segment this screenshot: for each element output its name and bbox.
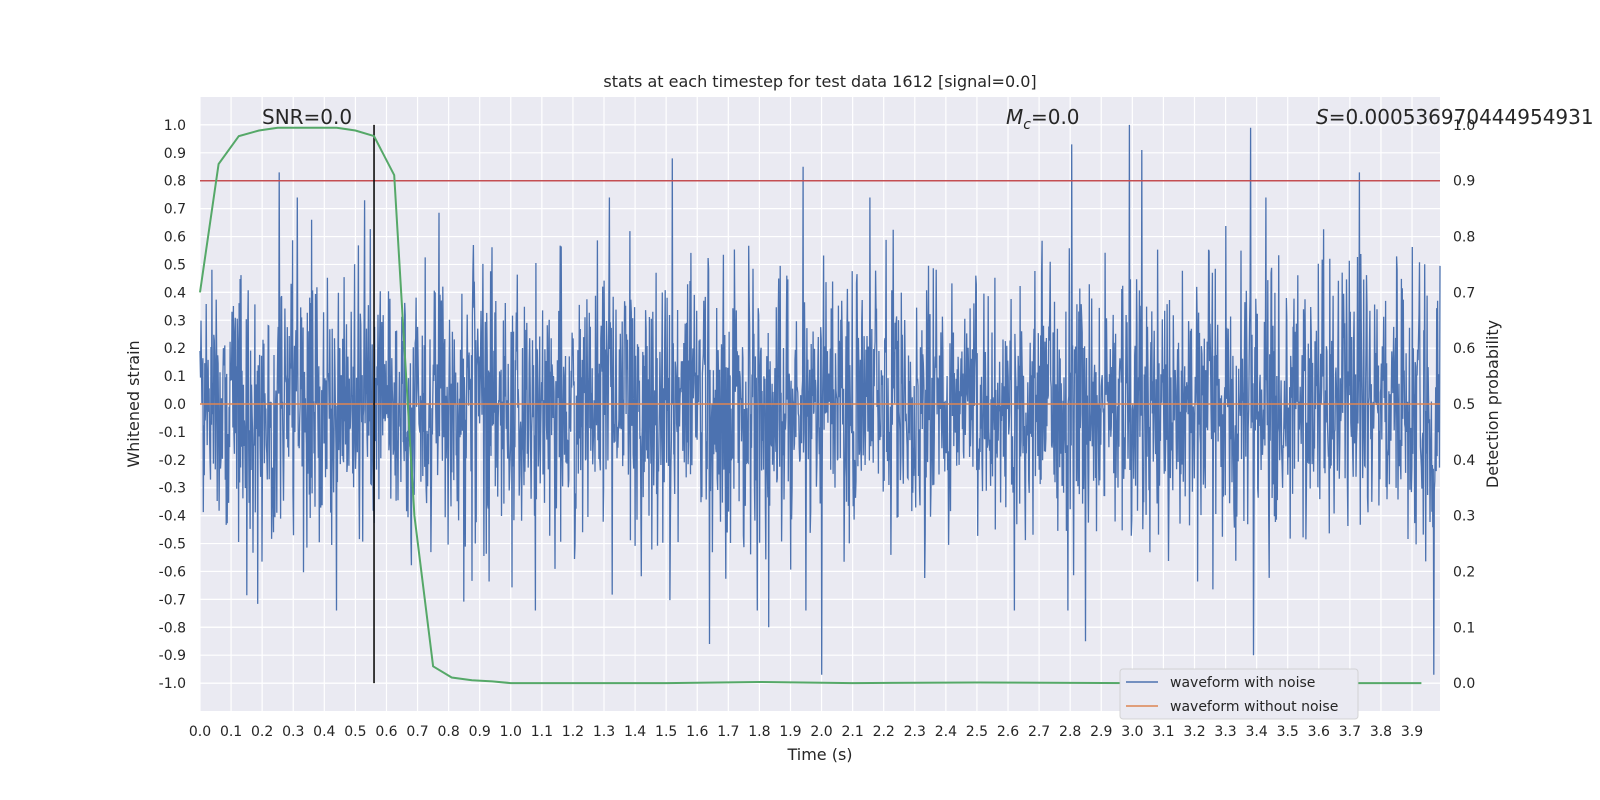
x-tick-label: 0.6 — [375, 724, 397, 740]
x-tick-label: 3.8 — [1370, 724, 1392, 740]
y2-tick-label: 0.1 — [1453, 620, 1475, 636]
x-tick-label: 3.6 — [1308, 724, 1330, 740]
s-annotation: S=0.000536970444954931 — [1316, 105, 1594, 129]
x-tick-label: 0.3 — [282, 724, 304, 740]
x-tick-label: 0.7 — [406, 724, 428, 740]
x-tick-label: 3.3 — [1214, 724, 1236, 740]
noise-waveform-path — [199, 124, 1441, 675]
x-tick-label: 0.5 — [344, 724, 366, 740]
y-tick-label: -0.4 — [159, 509, 186, 525]
y-tick-label: -0.9 — [159, 648, 186, 664]
y-tick-label: 1.0 — [164, 118, 186, 134]
x-tick-label: 0.2 — [251, 724, 273, 740]
y-tick-label: 0.0 — [164, 397, 186, 413]
y-tick-label: 0.4 — [164, 285, 186, 301]
x-tick-label: 0.0 — [189, 724, 211, 740]
y2-tick-label: 0.3 — [1453, 509, 1475, 525]
legend: waveform with noise waveform without noi… — [1119, 668, 1359, 720]
x-tick-label: 2.3 — [904, 724, 926, 740]
y-tick-label: 0.5 — [164, 257, 186, 273]
y-tick-label: -0.5 — [159, 537, 186, 553]
y2-axis-label: Detection probability — [1483, 320, 1502, 488]
y2-tick-label: 0.7 — [1453, 285, 1475, 301]
y-tick-label: -0.8 — [159, 620, 186, 636]
x-axis-label: Time (s) — [786, 745, 852, 764]
x-tick-label: 1.1 — [531, 724, 553, 740]
legend-box — [1119, 668, 1359, 720]
y-tick-label: 0.7 — [164, 202, 186, 218]
legend-label-noise: waveform with noise — [1170, 675, 1315, 691]
y2-tick-label: 0.9 — [1453, 174, 1475, 190]
x-tick-label: 3.7 — [1339, 724, 1361, 740]
x-tick-label: 3.0 — [1121, 724, 1143, 740]
y2-tick-labels: 1.0 0.9 0.8 0.7 0.6 0.5 0.4 0.3 0.2 0.1 0.0 — [1453, 118, 1475, 692]
x-tick-label: 2.7 — [1028, 724, 1050, 740]
x-tick-label: 2.0 — [810, 724, 832, 740]
y2-tick-label: 0.8 — [1453, 230, 1475, 246]
y2-tick-label: 0.0 — [1453, 676, 1475, 692]
y-tick-label: -0.7 — [159, 592, 186, 608]
x-tick-label: 2.6 — [997, 724, 1019, 740]
y-tick-label: 0.6 — [164, 230, 186, 246]
x-tick-label: 1.8 — [748, 724, 770, 740]
y2-tick-label: 0.4 — [1453, 453, 1475, 469]
y-tick-label: 0.9 — [164, 146, 186, 162]
x-tick-label: 1.0 — [500, 724, 522, 740]
y-axis-label: Whitened strain — [124, 340, 143, 467]
chirp-mass-annotation: Mc=0.0 — [1006, 105, 1080, 133]
y-tick-label: 0.1 — [164, 369, 186, 385]
y-tick-label: 0.2 — [164, 341, 186, 357]
y-tick-label: 0.8 — [164, 174, 186, 190]
x-tick-label: 3.5 — [1277, 724, 1299, 740]
x-tick-label: 3.1 — [1152, 724, 1174, 740]
x-tick-label: 1.3 — [593, 724, 615, 740]
snr-annotation: SNR=0.0 — [262, 105, 352, 129]
y-tick-label: 0.3 — [164, 313, 186, 329]
x-tick-label: 2.8 — [1059, 724, 1081, 740]
y-tick-label: -0.6 — [159, 564, 186, 580]
x-tick-label: 1.2 — [562, 724, 584, 740]
x-tick-label: 2.4 — [935, 724, 957, 740]
y-tick-labels: 1.0 0.9 0.8 0.7 0.6 0.5 0.4 0.3 0.2 0.1 0.0 -0.1 -0.… — [159, 118, 186, 692]
x-tick-label: 2.9 — [1090, 724, 1112, 740]
x-tick-label: 0.8 — [437, 724, 459, 740]
series-waveform-with-noise — [199, 124, 1441, 675]
x-tick-label: 1.7 — [717, 724, 739, 740]
chart-title: stats at each timestep for test data 161… — [603, 72, 1036, 91]
x-tick-label: 0.9 — [469, 724, 491, 740]
y2-tick-label: 1.0 — [1453, 118, 1475, 134]
x-tick-label: 3.2 — [1183, 724, 1205, 740]
x-tick-labels: 0.0 0.1 0.2 0.3 0.4 0.5 0.6 0.7 0.8 0.9 1.0 1.1 1.2 1… — [189, 724, 1423, 740]
x-tick-label: 1.4 — [624, 724, 646, 740]
y-tick-label: -0.2 — [159, 453, 186, 469]
x-tick-label: 0.1 — [220, 724, 242, 740]
x-tick-label: 2.5 — [966, 724, 988, 740]
x-tick-label: 2.1 — [841, 724, 863, 740]
y2-tick-label: 0.2 — [1453, 564, 1475, 580]
y-tick-label: -0.1 — [159, 425, 186, 441]
x-tick-label: 0.4 — [313, 724, 335, 740]
y2-tick-label: 0.5 — [1453, 397, 1475, 413]
x-tick-label: 1.5 — [655, 724, 677, 740]
x-tick-label: 1.6 — [686, 724, 708, 740]
x-tick-label: 2.2 — [873, 724, 895, 740]
y2-tick-label: 0.6 — [1453, 341, 1475, 357]
series-detection-probability — [199, 126, 1422, 685]
y-tick-label: -1.0 — [159, 676, 186, 692]
y-tick-label: -0.3 — [159, 481, 186, 497]
x-tick-label: 1.9 — [779, 724, 801, 740]
legend-label-clean: waveform without noise — [1170, 699, 1338, 715]
x-tick-label: 3.4 — [1246, 724, 1268, 740]
x-tick-label: 3.9 — [1401, 724, 1423, 740]
